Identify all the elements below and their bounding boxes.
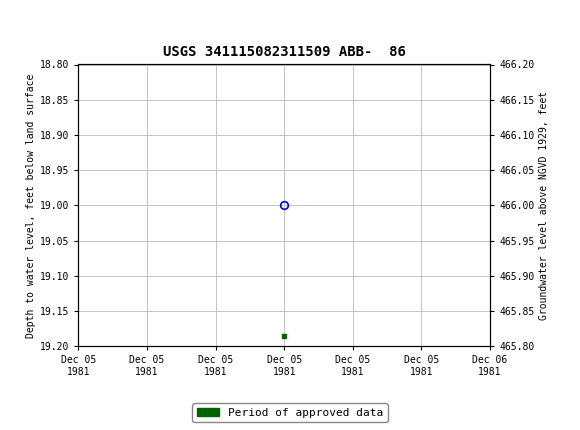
Y-axis label: Depth to water level, feet below land surface: Depth to water level, feet below land su… [26, 73, 36, 338]
Title: USGS 341115082311509 ABB-  86: USGS 341115082311509 ABB- 86 [163, 45, 405, 59]
Text: USGS: USGS [26, 7, 81, 25]
Text: ≡: ≡ [5, 6, 23, 26]
Legend: Period of approved data: Period of approved data [193, 403, 387, 422]
Y-axis label: Groundwater level above NGVD 1929, feet: Groundwater level above NGVD 1929, feet [539, 91, 549, 320]
